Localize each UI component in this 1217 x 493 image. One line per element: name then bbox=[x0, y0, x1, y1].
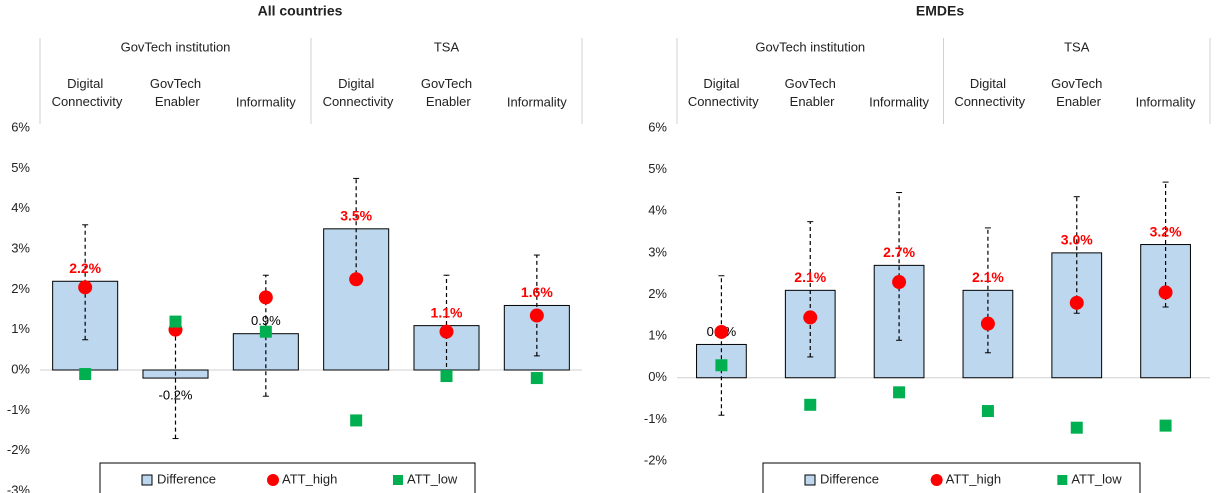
att-low-point bbox=[79, 368, 92, 381]
y-tick-label: 4% bbox=[648, 203, 667, 218]
chart-title: EMDEs bbox=[916, 3, 964, 19]
bar bbox=[962, 289, 1014, 379]
att-low-point bbox=[530, 372, 543, 385]
att-low-point bbox=[440, 370, 453, 383]
error-bar bbox=[984, 227, 991, 354]
category-label: GovTech Enabler bbox=[1051, 76, 1102, 109]
y-tick-label: -2% bbox=[644, 452, 668, 467]
y-tick-label: -2% bbox=[7, 442, 31, 457]
error-bar bbox=[896, 192, 903, 341]
value-label: 1.1% bbox=[431, 304, 463, 320]
category-label: Informality bbox=[507, 94, 567, 109]
category-label: GovTech Enabler bbox=[150, 76, 201, 109]
group-label: TSA bbox=[1064, 39, 1090, 54]
bar bbox=[1051, 252, 1103, 379]
att-high-point bbox=[892, 275, 907, 290]
error-bar bbox=[807, 221, 814, 358]
att-low-point bbox=[1159, 419, 1172, 432]
y-tick-label: 6% bbox=[11, 119, 30, 134]
att-high-point bbox=[349, 272, 364, 287]
att-high-point bbox=[529, 308, 544, 323]
y-tick-label: 4% bbox=[11, 200, 30, 215]
y-tick-label: 1% bbox=[11, 321, 30, 336]
att-low-point bbox=[893, 386, 906, 399]
value-label: 2.1% bbox=[794, 269, 826, 285]
category-label: GovTech Enabler bbox=[421, 76, 472, 109]
category-label: Digital Connectivity bbox=[319, 76, 394, 109]
y-tick-label: 3% bbox=[648, 244, 667, 259]
legend-swatch bbox=[930, 474, 943, 486]
att-low-point bbox=[350, 414, 363, 427]
value-label: 2.7% bbox=[883, 244, 915, 260]
legend-swatch bbox=[804, 474, 816, 486]
category-label: Informality bbox=[1136, 94, 1196, 109]
legend-label: ATT_high bbox=[946, 471, 1001, 486]
legend-box bbox=[99, 462, 476, 493]
y-tick-label: 3% bbox=[11, 240, 30, 255]
att-high-point bbox=[714, 324, 729, 339]
value-label: 3.0% bbox=[1061, 232, 1093, 248]
y-tick-label: -1% bbox=[7, 402, 31, 417]
legend-swatch bbox=[1057, 475, 1068, 485]
y-tick-label: -1% bbox=[644, 411, 668, 426]
att-low-point bbox=[259, 325, 272, 338]
legend-swatch bbox=[141, 474, 153, 486]
att-low-point bbox=[715, 359, 728, 372]
bar bbox=[1140, 244, 1191, 379]
category-label: GovTech Enabler bbox=[785, 76, 836, 109]
legend-swatch bbox=[267, 474, 279, 486]
value-label: 2.1% bbox=[972, 269, 1004, 285]
error-bar bbox=[1073, 196, 1080, 314]
att-high-point bbox=[78, 280, 93, 295]
bar bbox=[503, 304, 570, 371]
y-tick-label: 2% bbox=[648, 286, 667, 301]
legend-label: ATT_low bbox=[1071, 471, 1122, 486]
att-low-point bbox=[1070, 421, 1083, 434]
group-label: GovTech institution bbox=[755, 39, 865, 54]
value-label: 2.2% bbox=[69, 260, 101, 276]
category-label: Digital Connectivity bbox=[951, 76, 1026, 109]
value-label: 3.2% bbox=[1150, 223, 1182, 239]
error-bar bbox=[172, 321, 179, 440]
y-tick-label: 5% bbox=[648, 161, 667, 176]
att-high-point bbox=[1158, 285, 1173, 300]
att-low-point bbox=[981, 405, 994, 418]
y-tick-label: 0% bbox=[11, 361, 30, 376]
att-high-point bbox=[439, 324, 454, 339]
category-label: Digital Connectivity bbox=[48, 76, 123, 109]
value-label: -0.2% bbox=[159, 387, 193, 402]
chart-title: All countries bbox=[258, 3, 343, 19]
legend-label: ATT_high bbox=[282, 471, 337, 486]
category-label: Digital Connectivity bbox=[684, 76, 759, 109]
group-label: TSA bbox=[434, 39, 460, 54]
att-high-point bbox=[803, 310, 818, 325]
y-tick-label: 0% bbox=[648, 369, 667, 384]
y-tick-label: 6% bbox=[648, 119, 667, 134]
att-high-point bbox=[1069, 295, 1084, 310]
att-high-point bbox=[980, 316, 995, 331]
y-tick-label: 2% bbox=[11, 281, 30, 296]
category-label: Informality bbox=[869, 94, 929, 109]
value-label: 0.9% bbox=[251, 313, 281, 328]
legend-label: Difference bbox=[157, 471, 216, 486]
error-bar bbox=[1162, 181, 1169, 308]
group-label: GovTech institution bbox=[121, 39, 231, 54]
y-tick-label: 1% bbox=[648, 328, 667, 343]
value-label: 1.6% bbox=[521, 284, 553, 300]
att-high-point bbox=[258, 290, 273, 305]
error-bar bbox=[533, 254, 540, 357]
y-tick-label: -3% bbox=[7, 482, 31, 493]
att-low-point bbox=[804, 398, 817, 411]
legend-box bbox=[762, 462, 1141, 493]
legend-label: Difference bbox=[820, 471, 879, 486]
legend-label: ATT_low bbox=[407, 471, 458, 486]
value-label: 3.5% bbox=[340, 208, 372, 224]
category-label: Informality bbox=[236, 94, 296, 109]
y-tick-label: 5% bbox=[11, 160, 30, 175]
legend-swatch bbox=[393, 475, 403, 485]
att-low-point bbox=[169, 315, 182, 328]
error-bar bbox=[718, 275, 725, 416]
